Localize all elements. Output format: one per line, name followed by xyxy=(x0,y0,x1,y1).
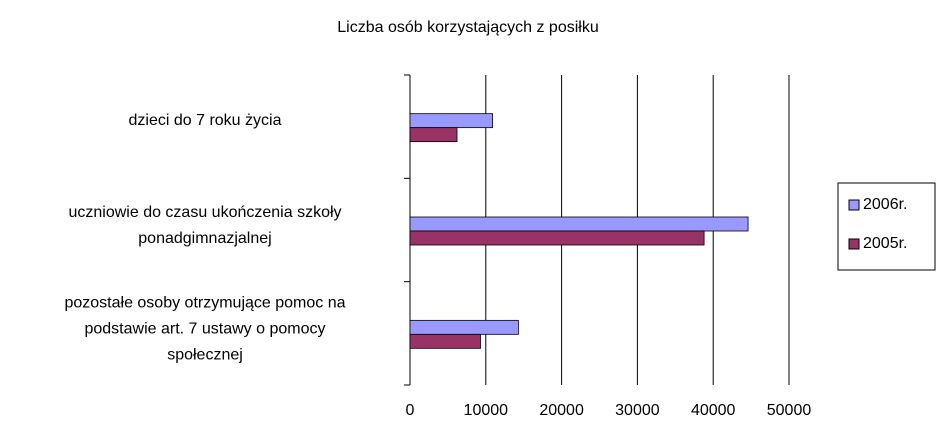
x-tick-label: 20000 xyxy=(539,402,584,419)
x-tick-label: 0 xyxy=(406,402,415,419)
legend-label: 2005r. xyxy=(863,235,907,252)
legend-label: 2006r. xyxy=(863,196,907,213)
y-tick-label: pozostałe osoby otrzymujące pomoc na xyxy=(64,295,345,312)
bar xyxy=(409,113,494,129)
legend-swatch xyxy=(848,238,860,250)
chart-title: Liczba osób korzystających z posiłku xyxy=(337,19,598,36)
y-tick-label: podstawie art. 7 ustawy o pomocy xyxy=(84,321,325,338)
x-tick-label: 10000 xyxy=(464,402,509,419)
x-tick-label: 50000 xyxy=(767,402,812,419)
bar xyxy=(409,319,519,335)
x-tick-label: 40000 xyxy=(691,402,736,419)
bar xyxy=(409,216,749,232)
y-tick-label: ponadgimnazjalnej xyxy=(138,230,271,247)
bar xyxy=(409,127,458,143)
bar xyxy=(409,333,481,349)
legend-box xyxy=(837,182,936,271)
y-tick-label: dzieci do 7 roku życia xyxy=(129,112,282,129)
bar xyxy=(409,230,705,246)
y-tick-label: uczniowie do czasu ukończenia szkoły xyxy=(68,204,341,221)
y-tick-label: społecznej xyxy=(167,347,243,364)
legend-swatch xyxy=(848,199,860,211)
x-tick-label: 30000 xyxy=(615,402,660,419)
